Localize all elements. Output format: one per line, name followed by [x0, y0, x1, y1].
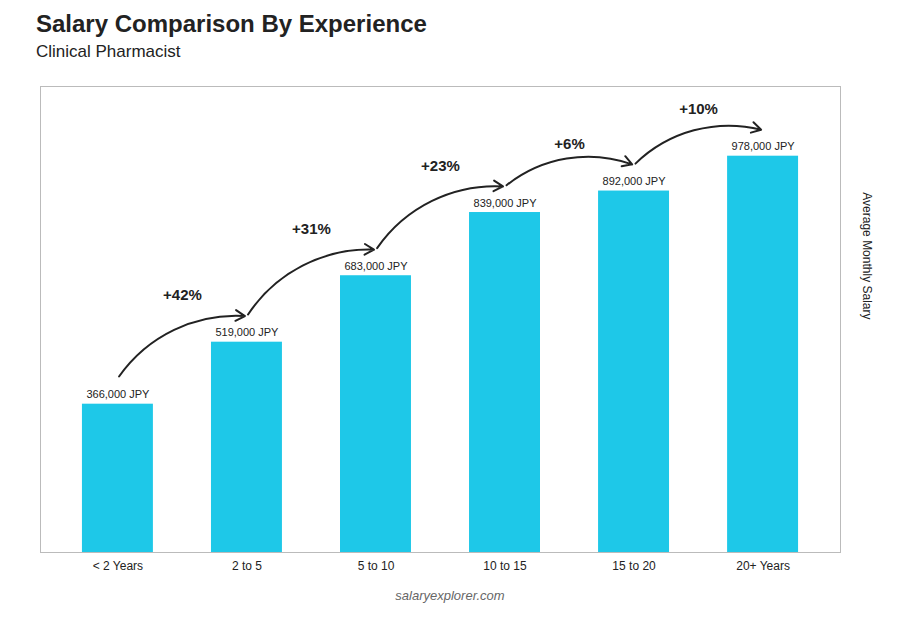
svg-text:20+ Years: 20+ Years — [736, 559, 790, 573]
svg-text:+31%: +31% — [292, 220, 331, 237]
html-text:salaryexplorer.com: salaryexplorer.com — [395, 588, 505, 603]
svg-text:519,000 JPY: 519,000 JPY — [215, 326, 279, 338]
svg-text:Average Monthly Salary: Average Monthly Salary — [860, 192, 874, 319]
svg-text:683,000 JPY: 683,000 JPY — [344, 260, 408, 272]
svg-text:978,000 JPY: 978,000 JPY — [732, 140, 796, 152]
svg-text:5 to 10: 5 to 10 — [358, 559, 395, 573]
svg-text:366,000 JPY: 366,000 JPY — [86, 388, 150, 400]
svg-text:< 2 Years: < 2 Years — [93, 559, 143, 573]
svg-text:2 to 5: 2 to 5 — [232, 559, 262, 573]
html-text:Salary Comparison By Experienc: Salary Comparison By Experience — [36, 10, 427, 37]
svg-text:839,000 JPY: 839,000 JPY — [474, 197, 538, 209]
svg-text:+42%: +42% — [163, 286, 202, 303]
html-text:Clinical Pharmacist: Clinical Pharmacist — [36, 42, 181, 61]
svg-text:+10%: +10% — [679, 100, 718, 117]
svg-text:15 to 20: 15 to 20 — [612, 559, 656, 573]
svg-text:+6%: +6% — [554, 135, 584, 152]
svg-text:+23%: +23% — [421, 157, 460, 174]
svg-text:892,000 JPY: 892,000 JPY — [603, 175, 667, 187]
svg-text:10 to 15: 10 to 15 — [483, 559, 527, 573]
